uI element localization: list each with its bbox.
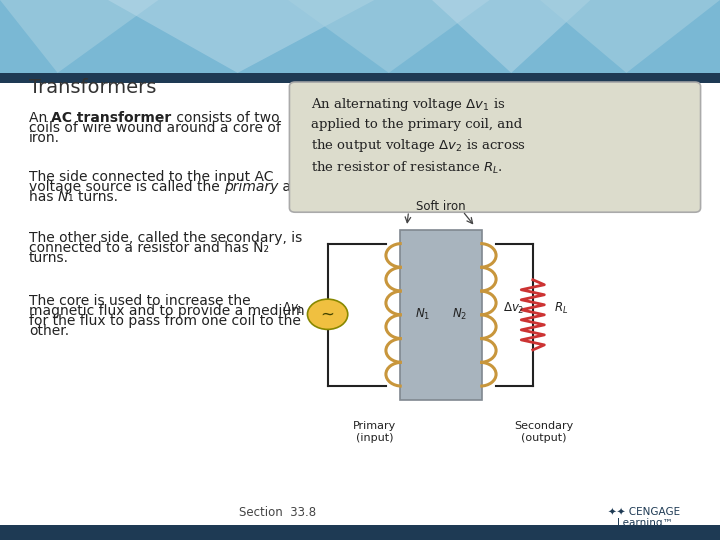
Text: voltage source is called the: voltage source is called the — [29, 180, 224, 194]
Text: has: has — [29, 190, 58, 204]
Text: $\Delta v_1$: $\Delta v_1$ — [282, 301, 304, 316]
Text: Soft iron: Soft iron — [416, 200, 466, 213]
Text: N: N — [58, 190, 68, 204]
Text: primary: primary — [224, 180, 279, 194]
Text: An alternating voltage $\Delta v_1$ is
applied to the primary coil, and
the outp: An alternating voltage $\Delta v_1$ is a… — [311, 96, 526, 176]
Polygon shape — [108, 0, 374, 73]
Text: Secondary
(output): Secondary (output) — [514, 421, 573, 443]
Text: ✦✦ CENGAGE: ✦✦ CENGAGE — [608, 507, 680, 517]
Text: and: and — [279, 180, 309, 194]
Text: ~: ~ — [320, 305, 335, 323]
Text: coils of wire wound around a core of: coils of wire wound around a core of — [29, 120, 281, 134]
Text: Transformers: Transformers — [29, 78, 156, 97]
Text: $N_2$: $N_2$ — [451, 307, 467, 322]
FancyBboxPatch shape — [400, 230, 482, 400]
Text: Section  33.8: Section 33.8 — [238, 507, 316, 519]
Bar — [0, 525, 720, 540]
Text: magnetic flux and to provide a medium: magnetic flux and to provide a medium — [29, 304, 305, 318]
Text: connected to a resistor and has N₂: connected to a resistor and has N₂ — [29, 241, 269, 254]
Text: The side connected to the input AC: The side connected to the input AC — [29, 170, 274, 184]
Text: for the flux to pass from one coil to the: for the flux to pass from one coil to th… — [29, 314, 301, 328]
Polygon shape — [432, 0, 590, 73]
Polygon shape — [540, 0, 720, 73]
Text: An: An — [29, 111, 51, 125]
Text: The other side, called the secondary, is: The other side, called the secondary, is — [29, 231, 302, 245]
Text: Learning™: Learning™ — [617, 518, 673, 529]
Text: Primary
(input): Primary (input) — [353, 421, 396, 443]
FancyBboxPatch shape — [289, 82, 701, 212]
Text: turns.: turns. — [29, 251, 69, 265]
Text: $\Delta v_2$: $\Delta v_2$ — [503, 301, 525, 316]
Text: $N_1$: $N_1$ — [415, 307, 431, 322]
Text: The core is used to increase the: The core is used to increase the — [29, 294, 251, 308]
Text: other.: other. — [29, 324, 69, 338]
Bar — [0, 73, 720, 83]
Text: AC transformer: AC transformer — [51, 111, 171, 125]
Text: consists of two: consists of two — [171, 111, 279, 125]
Bar — [0, 0, 720, 73]
Text: $R_L$: $R_L$ — [554, 301, 569, 316]
Text: iron.: iron. — [29, 131, 60, 145]
Polygon shape — [0, 0, 158, 73]
Polygon shape — [288, 0, 490, 73]
Circle shape — [307, 299, 348, 329]
Text: ₁ turns.: ₁ turns. — [68, 190, 118, 204]
